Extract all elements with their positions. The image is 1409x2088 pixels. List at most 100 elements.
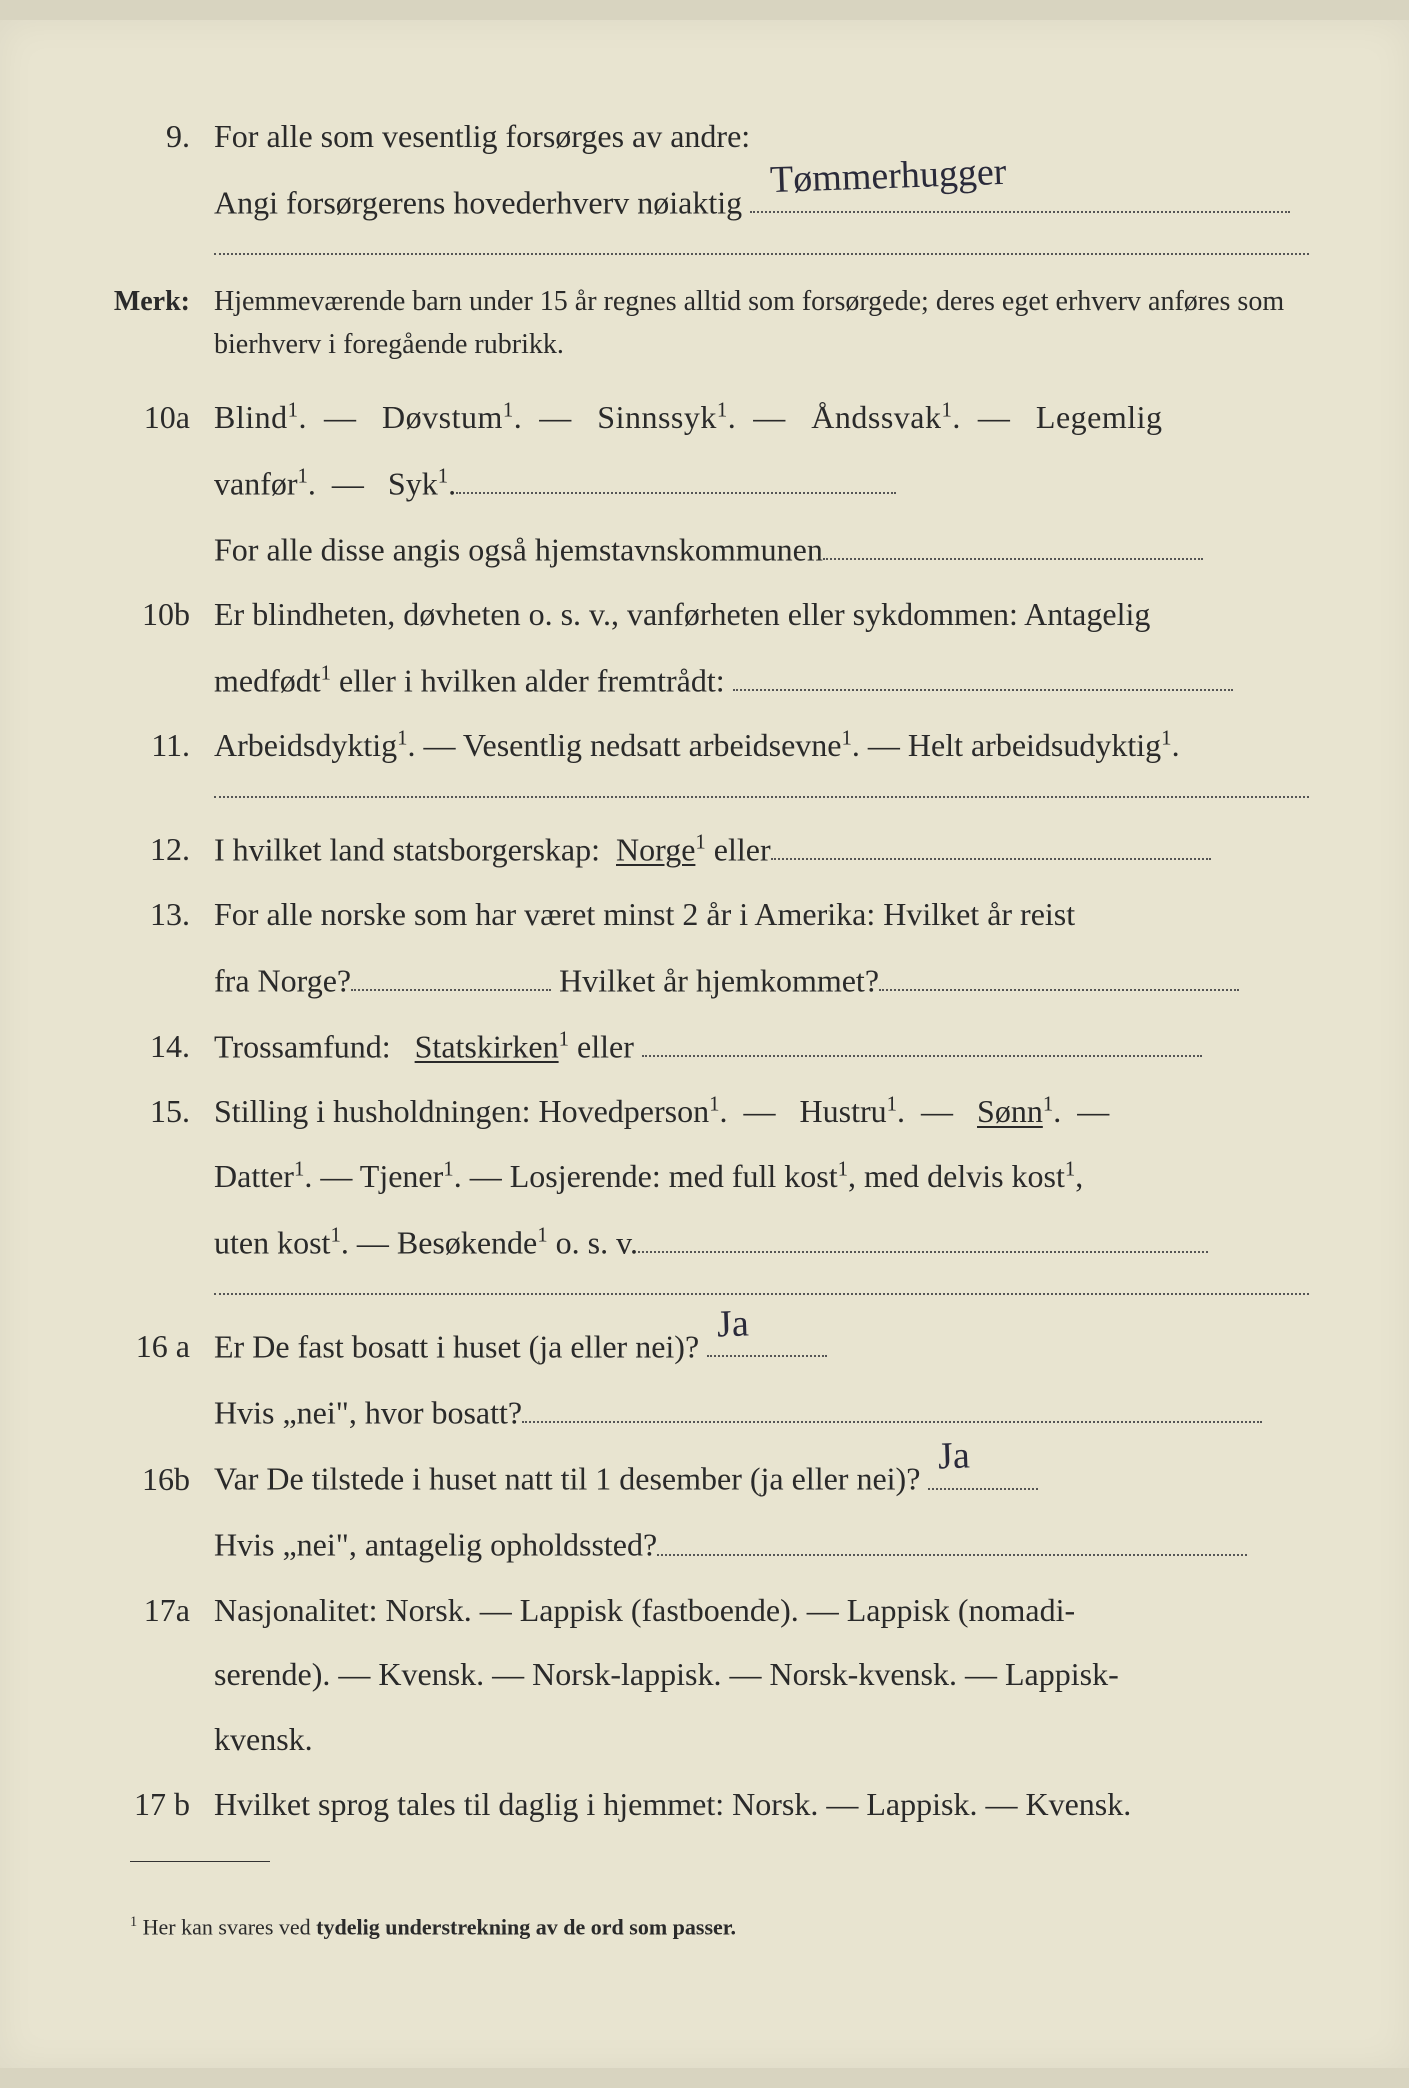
q10a-fill2[interactable] <box>823 522 1203 560</box>
q17b-text: Hvilket sprog tales til daglig i hjemmet… <box>214 1786 1131 1822</box>
footnote: 1 Her kan svares ved tydelig understrekn… <box>100 1902 1309 1940</box>
q10b-line1: Er blindheten, døvheten o. s. v., vanfør… <box>214 596 1150 632</box>
divider-after-15 <box>214 1293 1309 1295</box>
q9-content: For alle som vesentlig forsørges av andr… <box>214 110 1309 163</box>
q11-content: Arbeidsdyktig1. — Vesentlig nedsatt arbe… <box>214 719 1309 772</box>
q10a-fill[interactable] <box>456 456 896 494</box>
q12-row: 12. I hvilket land statsborgerskap: Norg… <box>100 822 1309 876</box>
q11-nedsatt: Vesentlig nedsatt arbeidsevne <box>463 727 842 763</box>
q17a-number: 17a <box>100 1584 190 1637</box>
footnote-bold: tydelig understrekning av de ord som pas… <box>316 1914 736 1939</box>
q15-fill[interactable] <box>638 1215 1208 1253</box>
q13-fill2[interactable] <box>879 953 1239 991</box>
q10a-row: 10a Blind1. — Døvstum1. — Sinnssyk1. — Å… <box>100 391 1309 444</box>
q15-hovedperson: Stilling i husholdningen: Hovedperson <box>214 1093 709 1129</box>
q16a-number: 16 a <box>100 1320 190 1373</box>
q9-row2: Angi forsørgerens hovederhverv nøiaktig … <box>100 175 1309 229</box>
q12-eller: eller <box>706 831 771 867</box>
q16a-line1: Er De fast bosatt i huset (ja eller nei)… <box>214 1328 699 1364</box>
q17a-line2: serende). — Kvensk. — Norsk-lappisk. — N… <box>214 1656 1119 1692</box>
q11-row: 11. Arbeidsdyktig1. — Vesentlig nedsatt … <box>100 719 1309 772</box>
q9-content2: Angi forsørgerens hovederhverv nøiaktig … <box>214 175 1309 229</box>
q11-arbeidsdyktig: Arbeidsdyktig <box>214 727 397 763</box>
q17a-row: 17a Nasjonalitet: Norsk. — Lappisk (fast… <box>100 1584 1309 1637</box>
q13-number: 13. <box>100 888 190 941</box>
q16a-content: Er De fast bosatt i huset (ja eller nei)… <box>214 1319 1309 1373</box>
q16b-row2: Hvis „nei", antagelig opholdssted? <box>100 1517 1309 1571</box>
q10a-number: 10a <box>100 391 190 444</box>
q14-content: Trossamfund: Statskirken1 eller <box>214 1019 1309 1073</box>
q10a-sinnssyk: Sinnssyk <box>597 399 717 435</box>
q10a-row3: For alle disse angis også hjemstavnskomm… <box>100 522 1309 576</box>
q9-line2: Angi forsørgerens hovederhverv nøiaktig <box>214 184 742 220</box>
census-form-page: 9. For alle som vesentlig forsørges av a… <box>0 20 1409 2068</box>
q16b-line2: Hvis „nei", antagelig opholdssted? <box>214 1527 657 1563</box>
q10a-row2: vanfør1. — Syk1. <box>100 456 1309 510</box>
q9-number: 9. <box>100 110 190 163</box>
q13-fill1[interactable] <box>351 953 551 991</box>
q10a-hjemstavn: For alle disse angis også hjemstavnskomm… <box>214 531 823 567</box>
q17a-content2: serende). — Kvensk. — Norsk-lappisk. — N… <box>214 1648 1309 1701</box>
q15-delvis: , med delvis kost <box>848 1158 1065 1194</box>
q11-helt: Helt arbeidsudyktig <box>908 727 1161 763</box>
q9-row: 9. For alle som vesentlig forsørges av a… <box>100 110 1309 163</box>
q9-handwritten: Tømmerhugger <box>769 141 1007 212</box>
q13-content: For alle norske som har været minst 2 år… <box>214 888 1309 941</box>
q14-statskirken: Statskirken <box>415 1028 559 1064</box>
q17a-content3: kvensk. <box>214 1713 1309 1766</box>
q16a-line2: Hvis „nei", hvor bosatt? <box>214 1394 522 1430</box>
q16b-content2: Hvis „nei", antagelig opholdssted? <box>214 1517 1309 1571</box>
q17b-row: 17 b Hvilket sprog tales til daglig i hj… <box>100 1778 1309 1831</box>
q10a-dovstum: Døvstum <box>382 399 503 435</box>
q16a-row2: Hvis „nei", hvor bosatt? <box>100 1385 1309 1439</box>
q14-number: 14. <box>100 1020 190 1073</box>
q10a-legemlig: Legemlig <box>1036 399 1163 435</box>
q10a-content2: vanfør1. — Syk1. <box>214 456 1309 510</box>
q12-norge: Norge <box>616 831 695 867</box>
q16b-line1: Var De tilstede i huset natt til 1 desem… <box>214 1461 920 1497</box>
q15-number: 15. <box>100 1085 190 1138</box>
q13-content2: fra Norge? Hvilket år hjemkommet? <box>214 953 1309 1007</box>
q10a-content: Blind1. — Døvstum1. — Sinnssyk1. — Åndss… <box>214 391 1309 444</box>
merk-text: Hjemmeværende barn under 15 år regnes al… <box>214 280 1309 367</box>
q15-row3: uten kost1. — Besøkende1 o. s. v. <box>100 1215 1309 1269</box>
q16a-handwritten: Ja <box>716 1292 750 1356</box>
q15-row: 15. Stilling i husholdningen: Hovedperso… <box>100 1085 1309 1138</box>
q15-sonn: Sønn <box>977 1093 1043 1129</box>
q16b-fill[interactable]: Ja <box>928 1451 1038 1489</box>
q12-content: I hvilket land statsborgerskap: Norge1 e… <box>214 822 1309 876</box>
q17b-content: Hvilket sprog tales til daglig i hjemmet… <box>214 1778 1309 1831</box>
q16a-row: 16 a Er De fast bosatt i huset (ja eller… <box>100 1319 1309 1373</box>
q16b-handwritten: Ja <box>937 1425 971 1489</box>
q12-fill[interactable] <box>771 822 1211 860</box>
merk-row: Merk: Hjemmeværende barn under 15 år reg… <box>100 279 1309 367</box>
q9-line1: For alle som vesentlig forsørges av andr… <box>214 118 750 154</box>
q15-row2: Datter1. — Tjener1. — Losjerende: med fu… <box>100 1150 1309 1203</box>
footnote-rule <box>130 1861 270 1862</box>
q13-row: 13. For alle norske som har været minst … <box>100 888 1309 941</box>
q16b-row: 16b Var De tilstede i huset natt til 1 d… <box>100 1451 1309 1505</box>
q15-datter: Datter <box>214 1158 294 1194</box>
q14-fill[interactable] <box>642 1019 1202 1057</box>
q10b-fill[interactable] <box>733 653 1233 691</box>
q11-number: 11. <box>100 719 190 772</box>
q9-fill-line[interactable]: Tømmerhugger <box>750 175 1290 213</box>
q17a-line1: Nasjonalitet: Norsk. — Lappisk (fastboen… <box>214 1592 1075 1628</box>
q10a-vanfor: vanfør <box>214 465 298 501</box>
q14-text: Trossamfund: <box>214 1028 391 1064</box>
q16b-content: Var De tilstede i huset natt til 1 desem… <box>214 1451 1309 1505</box>
q16a-fill2[interactable] <box>522 1385 1262 1423</box>
q17a-row2: serende). — Kvensk. — Norsk-lappisk. — N… <box>100 1648 1309 1701</box>
q16a-fill[interactable]: Ja <box>707 1319 827 1357</box>
q10a-content3: For alle disse angis også hjemstavnskomm… <box>214 522 1309 576</box>
q15-tjener: Tjener <box>360 1158 444 1194</box>
q15-osv: o. s. v. <box>548 1224 638 1260</box>
q15-content2: Datter1. — Tjener1. — Losjerende: med fu… <box>214 1150 1309 1203</box>
q15-uten: uten kost <box>214 1224 330 1260</box>
q15-hustru: Hustru <box>800 1093 887 1129</box>
q16b-fill2[interactable] <box>657 1517 1247 1555</box>
q17a-line3: kvensk. <box>214 1721 313 1757</box>
q13-franorge: fra Norge? <box>214 962 351 998</box>
q10b-number: 10b <box>100 588 190 641</box>
q17a-row3: kvensk. <box>100 1713 1309 1766</box>
